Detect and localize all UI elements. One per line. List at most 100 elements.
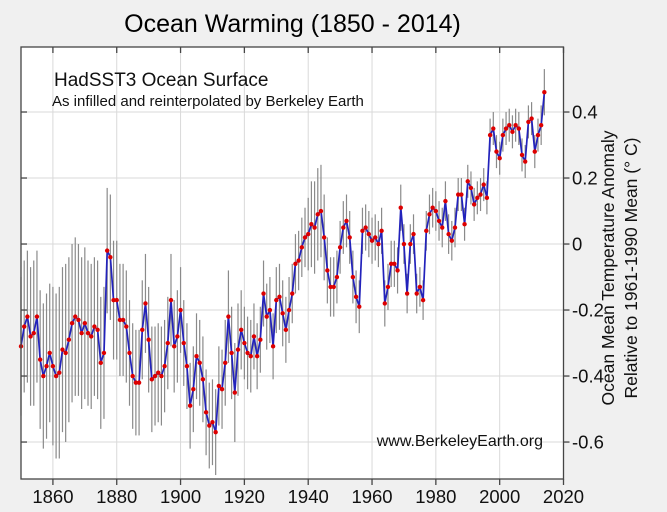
data-point bbox=[286, 307, 292, 313]
data-point bbox=[331, 284, 336, 290]
data-point bbox=[213, 429, 218, 435]
data-point bbox=[124, 324, 129, 329]
data-point bbox=[242, 340, 247, 346]
data-point bbox=[452, 225, 458, 230]
data-point bbox=[510, 129, 515, 135]
data-point bbox=[261, 291, 266, 296]
data-point bbox=[283, 327, 289, 333]
data-point bbox=[44, 363, 49, 369]
x-tick-label: 1900 bbox=[160, 486, 201, 507]
data-point bbox=[264, 314, 269, 319]
y-tick-label: -0.4 bbox=[572, 366, 604, 387]
x-tick-label: 1860 bbox=[32, 486, 73, 507]
data-point bbox=[526, 119, 531, 125]
data-point bbox=[232, 390, 238, 395]
data-point bbox=[238, 327, 244, 333]
data-point bbox=[41, 373, 46, 379]
data-point bbox=[171, 344, 177, 349]
annotation-dataset: HadSST3 Ocean Surface bbox=[54, 70, 269, 91]
data-point bbox=[120, 317, 126, 323]
data-point bbox=[92, 324, 97, 329]
data-point bbox=[270, 344, 276, 349]
data-point bbox=[325, 268, 330, 273]
data-point bbox=[436, 218, 442, 224]
data-point bbox=[114, 297, 119, 303]
data-point bbox=[347, 235, 352, 240]
data-point bbox=[395, 268, 400, 273]
data-point bbox=[117, 317, 123, 323]
x-tick-label: 2020 bbox=[543, 486, 584, 507]
data-point bbox=[350, 274, 356, 280]
data-point bbox=[455, 192, 461, 197]
data-point bbox=[162, 363, 167, 369]
data-point bbox=[79, 330, 84, 336]
data-point bbox=[449, 238, 455, 243]
data-point bbox=[60, 347, 65, 352]
data-point bbox=[401, 241, 407, 247]
data-point bbox=[191, 387, 196, 392]
data-point bbox=[143, 301, 148, 306]
data-point bbox=[219, 387, 225, 392]
data-point bbox=[321, 235, 327, 240]
data-point bbox=[267, 307, 273, 313]
data-point bbox=[251, 334, 257, 339]
data-point bbox=[328, 284, 333, 290]
data-point bbox=[293, 261, 298, 267]
data-point bbox=[353, 294, 359, 300]
data-point bbox=[398, 205, 403, 210]
data-point bbox=[392, 261, 397, 267]
data-point bbox=[168, 297, 174, 303]
data-point bbox=[111, 297, 116, 303]
data-point bbox=[248, 354, 253, 359]
data-point bbox=[481, 182, 486, 187]
data-point bbox=[207, 423, 212, 428]
data-point bbox=[446, 231, 451, 237]
annotation-method: As infilled and reinterpolated by Berkel… bbox=[52, 93, 364, 110]
plot-frame bbox=[20, 46, 565, 480]
data-point bbox=[443, 198, 448, 204]
data-point bbox=[529, 116, 534, 121]
data-point bbox=[187, 403, 193, 408]
data-point bbox=[484, 195, 490, 201]
data-point bbox=[178, 307, 183, 313]
data-point bbox=[108, 255, 113, 260]
data-point bbox=[404, 291, 410, 296]
data-point bbox=[37, 357, 43, 362]
data-point bbox=[165, 340, 170, 346]
data-point bbox=[210, 420, 215, 425]
data-point bbox=[491, 126, 496, 131]
data-point bbox=[427, 212, 432, 217]
data-point bbox=[341, 225, 346, 230]
data-point bbox=[245, 350, 250, 356]
y-tick-label: 0 bbox=[572, 234, 582, 255]
data-point bbox=[440, 225, 445, 230]
data-point bbox=[414, 291, 419, 296]
y-tick-label: 0.4 bbox=[572, 102, 598, 123]
data-point bbox=[223, 360, 228, 366]
data-point bbox=[89, 334, 94, 339]
data-point bbox=[382, 301, 387, 306]
data-point bbox=[315, 212, 320, 217]
data-point bbox=[130, 373, 135, 379]
data-point bbox=[296, 258, 301, 263]
y-axis-label: Ocean Mean Temperature Anomaly Relative … bbox=[597, 38, 643, 498]
data-point bbox=[127, 350, 132, 356]
data-point bbox=[462, 222, 467, 227]
data-point bbox=[299, 245, 305, 250]
data-point bbox=[465, 179, 470, 184]
data-point bbox=[363, 225, 368, 230]
x-tick-label: 1940 bbox=[288, 486, 329, 507]
data-point bbox=[184, 363, 190, 369]
data-point bbox=[411, 231, 416, 237]
data-point bbox=[229, 350, 234, 356]
data-point bbox=[136, 380, 142, 385]
data-point bbox=[500, 132, 506, 138]
data-point bbox=[417, 284, 423, 290]
data-point bbox=[487, 132, 493, 138]
y-axis-label-line2: Relative to 1961-1990 Mean (° C) bbox=[621, 137, 641, 399]
data-point bbox=[76, 317, 81, 323]
data-point bbox=[408, 241, 413, 247]
x-tick-label: 1880 bbox=[96, 486, 137, 507]
data-point bbox=[50, 363, 56, 369]
data-point bbox=[200, 377, 206, 382]
